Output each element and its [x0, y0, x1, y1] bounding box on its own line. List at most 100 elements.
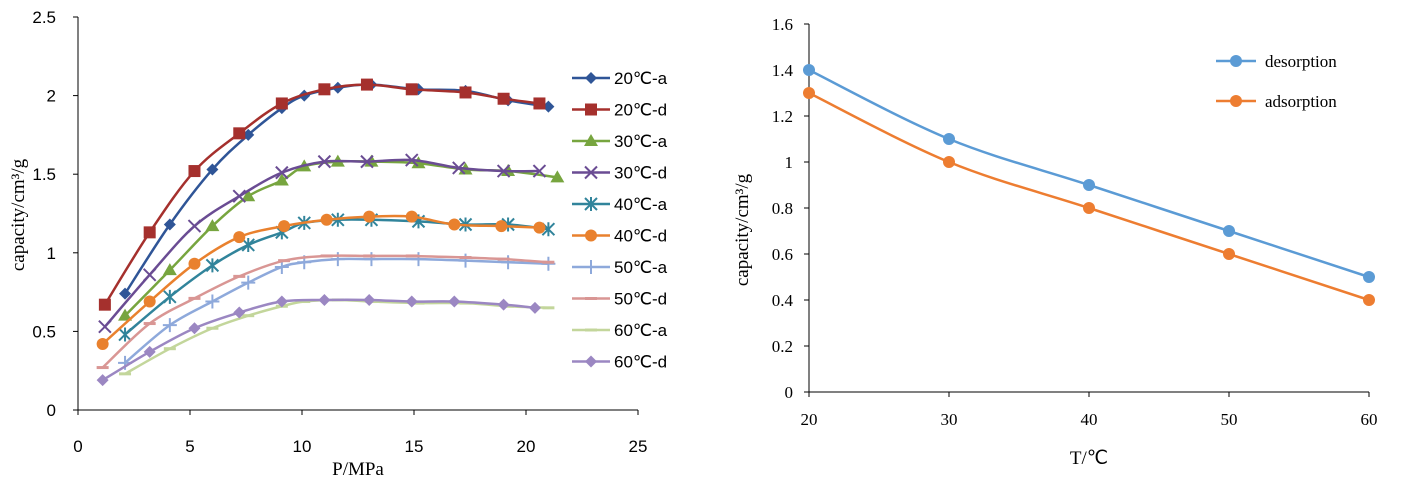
y-tick-label: 1.5 — [32, 165, 56, 184]
data-point — [188, 296, 201, 300]
data-point — [317, 154, 332, 169]
data-point — [233, 127, 246, 140]
data-point — [330, 252, 345, 267]
legend-label: 30℃-a — [614, 132, 668, 151]
x-tick-label: 5 — [185, 437, 194, 456]
chart-pressure-capacity: 0 0.5 1 1.5 2 2.5 0 5 10 15 20 25 P/MPa capacity/cm³/… — [8, 8, 668, 478]
x-tick-label: 30 — [941, 410, 958, 429]
x-tick-label: 60 — [1361, 410, 1378, 429]
legend-marker — [585, 72, 597, 84]
data-point — [459, 86, 472, 99]
x-tick-label: 20 — [517, 437, 536, 456]
data-point — [497, 257, 510, 261]
data-point — [943, 156, 955, 168]
data-point — [550, 170, 565, 183]
x-tick-label: 50 — [1221, 410, 1238, 429]
data-point — [1083, 202, 1095, 214]
data-point — [163, 218, 176, 231]
data-point — [528, 301, 541, 314]
data-point — [96, 366, 109, 370]
data-point — [187, 219, 202, 233]
data-point — [318, 83, 331, 96]
data-point — [542, 306, 555, 310]
data-point — [241, 237, 255, 252]
legend-marker — [1230, 95, 1242, 107]
data-point — [241, 275, 256, 290]
data-point — [448, 218, 461, 231]
x-tick-label: 15 — [405, 437, 424, 456]
y-tick-label: 2.5 — [32, 8, 56, 27]
y-axis-title: capacity/cm³/g — [8, 158, 29, 271]
legend-label: adsorption — [1265, 92, 1337, 111]
data-point — [142, 268, 157, 282]
data-point — [278, 220, 291, 233]
data-point — [241, 189, 256, 202]
data-point — [96, 337, 109, 350]
data-point — [119, 287, 132, 300]
y-tick-label: 2 — [47, 87, 56, 106]
y-tick-label: 0 — [47, 401, 56, 420]
legend-marker — [584, 260, 598, 274]
data-point — [143, 295, 156, 308]
data-point — [360, 78, 373, 91]
y-tick-label: 0.8 — [772, 199, 793, 218]
data-point — [163, 347, 176, 351]
x-tick-label: 10 — [293, 437, 312, 456]
legend-label: 20℃-d — [614, 101, 667, 120]
legend-marker — [584, 197, 598, 211]
data-point — [274, 173, 289, 186]
data-point — [360, 154, 374, 169]
data-point — [298, 300, 311, 304]
data-point — [119, 372, 132, 376]
data-point — [162, 263, 177, 276]
data-point — [206, 326, 219, 330]
y-tick-label: 1 — [785, 153, 794, 172]
data-point — [363, 293, 376, 306]
data-point — [188, 322, 201, 335]
data-point — [458, 253, 473, 268]
legend-label: 20℃-a — [614, 69, 668, 88]
data-point — [943, 133, 955, 145]
data-point — [275, 295, 288, 308]
chart-temperature-capacity: 0 0.2 0.4 0.6 0.8 1 1.2 1.4 1.6 20 30 40 50 60 T/℃ capa… — [732, 15, 1378, 469]
data-point — [405, 153, 419, 167]
data-point — [143, 345, 156, 358]
y-tick-label: 0.2 — [772, 337, 793, 356]
x-tick-label: 40 — [1081, 410, 1098, 429]
x-tick-label: 0 — [73, 437, 82, 456]
y-tick-label: 0 — [785, 383, 794, 402]
y-tick-label: 1.4 — [772, 61, 794, 80]
data-point — [275, 165, 289, 180]
data-point — [188, 165, 201, 178]
data-point — [320, 254, 333, 258]
legend-label: 40℃-a — [614, 195, 668, 214]
data-point — [205, 219, 220, 232]
legend-label: 50℃-d — [614, 290, 667, 309]
legend-marker — [585, 297, 597, 300]
data-point — [275, 97, 288, 110]
data-point — [242, 314, 255, 318]
data-point — [188, 257, 201, 270]
data-point — [278, 259, 291, 263]
y-tick-label: 1.2 — [772, 107, 793, 126]
data-point — [803, 87, 815, 99]
data-point — [1223, 248, 1235, 260]
data-point — [363, 254, 376, 258]
data-point — [496, 164, 511, 178]
x-axis-title: T/℃ — [1070, 448, 1108, 469]
legend-marker — [585, 355, 597, 368]
data-point — [405, 254, 418, 258]
legend-label: desorption — [1265, 52, 1337, 71]
data-point — [364, 252, 379, 267]
data-point — [541, 256, 556, 271]
data-point — [233, 306, 246, 319]
data-point — [205, 258, 220, 273]
legend-label: 50℃-a — [614, 258, 668, 277]
data-point — [501, 255, 516, 270]
data-point — [452, 161, 466, 175]
data-point — [405, 295, 418, 308]
legend-marker — [585, 229, 597, 242]
y-tick-label: 0.4 — [772, 291, 794, 310]
data-point — [206, 163, 219, 176]
data-point — [497, 298, 510, 311]
